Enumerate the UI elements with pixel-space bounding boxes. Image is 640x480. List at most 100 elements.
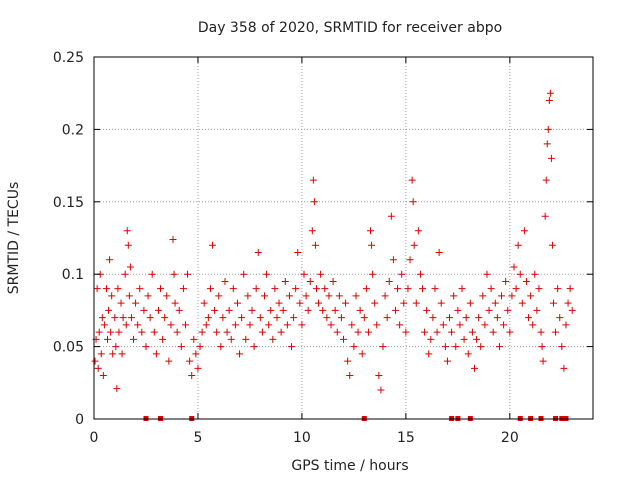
data-point: [209, 241, 217, 249]
x-tick-label: 10: [293, 430, 311, 446]
data-point: [244, 292, 252, 300]
data-point: [283, 321, 291, 329]
data-point: [398, 270, 406, 278]
data-point: [500, 321, 508, 329]
data-point: [294, 248, 302, 256]
plot-frame: [93, 56, 594, 420]
data-point: [502, 277, 510, 285]
data-point: [387, 212, 395, 220]
grid-lines: [94, 57, 593, 419]
data-point: [358, 350, 366, 358]
data-point: [312, 285, 320, 293]
data-point: [525, 314, 533, 322]
data-point: [537, 328, 545, 336]
data-point: [544, 125, 552, 133]
data-point: [225, 306, 233, 314]
data-point: [242, 335, 250, 343]
data-point: [167, 321, 175, 329]
axis-ticks: 0 0.05 0.1 0.15 0.2 0.25 0 5 10 15 20: [53, 50, 593, 446]
data-point: [493, 314, 501, 322]
data-point: [163, 292, 171, 300]
data-point: [412, 299, 420, 307]
chart-title: Day 358 of 2020, SRMTID for receiver abp…: [198, 20, 502, 36]
data-point: [190, 335, 198, 343]
data-point: [337, 314, 345, 322]
data-point: [409, 198, 417, 206]
data-point: [344, 357, 352, 365]
y-axis-label: SRMTID / TECUs: [6, 182, 22, 295]
data-point: [279, 306, 287, 314]
data-point: [95, 328, 103, 336]
data-point: [348, 321, 356, 329]
data-point: [138, 328, 146, 336]
data-point: [381, 292, 389, 300]
data-point: [100, 321, 108, 329]
data-point: [435, 248, 443, 256]
data-point: [477, 343, 485, 351]
data-point: [93, 285, 101, 293]
data-point: [354, 328, 362, 336]
data-point: [265, 321, 273, 329]
data-point: [333, 328, 341, 336]
data-point: [290, 314, 298, 322]
data-point: [458, 285, 466, 293]
data-point: [375, 372, 383, 380]
data-point: [132, 299, 140, 307]
data-point: [157, 285, 165, 293]
data-point: [479, 292, 487, 300]
data-point: [169, 235, 177, 243]
data-point: [379, 343, 387, 351]
data-point: [402, 328, 410, 336]
data-point: [546, 89, 554, 97]
data-point: [310, 198, 318, 206]
data-point: [144, 292, 152, 300]
data-point: [107, 328, 115, 336]
data-point: [485, 306, 493, 314]
data-point: [240, 270, 248, 278]
data-point: [419, 285, 427, 293]
data-point: [254, 248, 262, 256]
data-point: [186, 357, 194, 365]
data-point: [325, 292, 333, 300]
data-point: [321, 285, 329, 293]
data-point: [437, 299, 445, 307]
data-point: [148, 270, 156, 278]
data-point: [134, 321, 142, 329]
data-point: [464, 350, 472, 358]
data-point: [250, 343, 258, 351]
data-point: [311, 241, 319, 249]
data-point: [427, 335, 435, 343]
data-point: [364, 328, 372, 336]
data-point: [462, 314, 470, 322]
data-point: [556, 314, 564, 322]
data-point: [258, 328, 266, 336]
y-tick-label: 0.15: [53, 195, 84, 211]
data-point: [514, 241, 522, 249]
data-point: [227, 335, 235, 343]
data-point: [130, 335, 138, 343]
data-point: [115, 328, 123, 336]
data-point: [566, 285, 574, 293]
data-point: [352, 292, 360, 300]
data-point: [296, 299, 304, 307]
data-point: [483, 270, 491, 278]
data-point: [111, 314, 119, 322]
data-point: [306, 277, 314, 285]
data-point: [470, 364, 478, 372]
data-point: [454, 306, 462, 314]
data-point: [165, 357, 173, 365]
data-point: [109, 350, 117, 358]
data-point: [327, 321, 335, 329]
data-point: [495, 343, 503, 351]
data-point: [456, 321, 464, 329]
data-point: [98, 314, 106, 322]
data-point: [114, 285, 122, 293]
data-point: [150, 328, 158, 336]
data-point: [362, 285, 370, 293]
data-point: [564, 299, 572, 307]
data-point: [425, 350, 433, 358]
data-point: [184, 270, 192, 278]
data-point: [125, 292, 133, 300]
data-point: [391, 306, 399, 314]
data-point: [233, 299, 241, 307]
